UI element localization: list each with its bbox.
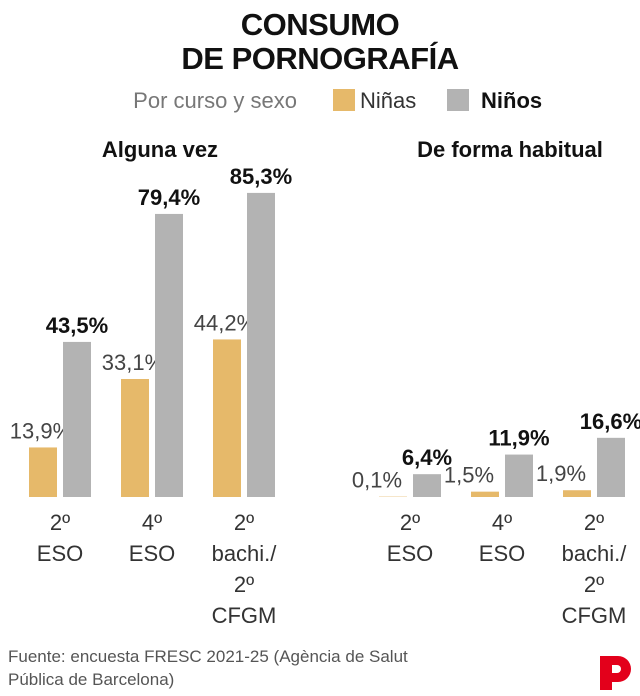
legend-label: Niños bbox=[481, 88, 542, 113]
bar bbox=[597, 437, 625, 497]
value-label: 44,2% bbox=[194, 310, 256, 335]
value-label: 0,1% bbox=[352, 468, 402, 493]
value-label: 16,6% bbox=[580, 409, 640, 434]
bar bbox=[29, 447, 57, 497]
source: Fuente: encuesta FRESC 2021-25 (Agència … bbox=[8, 647, 408, 689]
value-label: 1,9% bbox=[536, 461, 586, 486]
x-tick-label: 2º bachi./ 2º CFGM bbox=[211, 510, 277, 628]
bar bbox=[505, 454, 533, 497]
bar bbox=[247, 192, 275, 497]
bar bbox=[213, 339, 241, 497]
value-label: 13,9% bbox=[10, 418, 72, 443]
value-label: 1,5% bbox=[444, 463, 494, 488]
value-label: 43,5% bbox=[46, 313, 108, 338]
bar bbox=[413, 474, 441, 497]
bar bbox=[63, 341, 91, 497]
bar bbox=[471, 491, 499, 497]
x-tick-label: 4º ESO bbox=[478, 510, 526, 566]
title: CONSUMO DE PORNOGRAFÍA bbox=[181, 7, 459, 76]
value-label: 6,4% bbox=[402, 445, 452, 470]
legend-label: Niñas bbox=[360, 88, 416, 113]
value-label: 11,9% bbox=[488, 426, 549, 451]
bar bbox=[121, 378, 149, 497]
legend-swatch bbox=[447, 89, 469, 111]
x-tick-label: 2º ESO bbox=[36, 510, 84, 566]
bar bbox=[155, 213, 183, 497]
value-label: 33,1% bbox=[102, 350, 164, 375]
x-tick-label: 2º bachi./ 2º CFGM bbox=[561, 510, 627, 628]
value-label: 79,4% bbox=[138, 185, 200, 210]
panel-title: Alguna vez bbox=[101, 137, 219, 162]
legend-swatch bbox=[333, 89, 355, 111]
logo bbox=[600, 656, 631, 690]
x-tick-label: 2º ESO bbox=[386, 510, 434, 566]
value-label: 85,3% bbox=[230, 164, 292, 189]
x-tick-label: 4º ESO bbox=[128, 510, 176, 566]
subtitle: Por curso y sexo bbox=[133, 88, 297, 113]
panel-title: De forma habitual bbox=[417, 137, 603, 162]
bar bbox=[563, 490, 591, 497]
